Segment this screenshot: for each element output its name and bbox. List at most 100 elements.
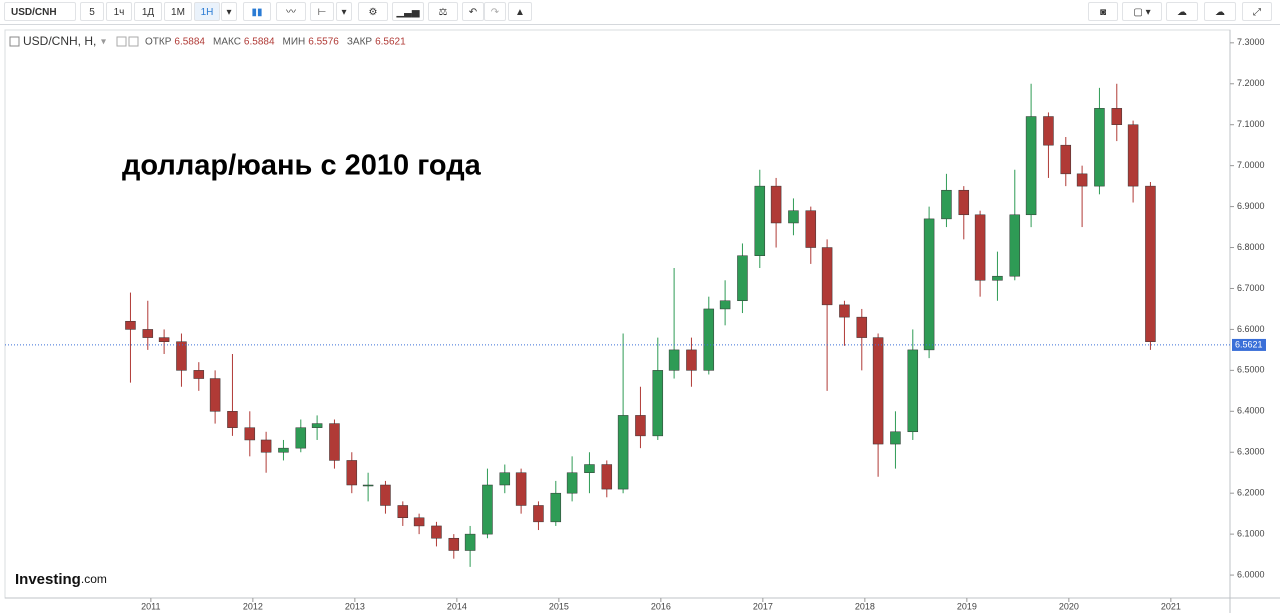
field-value: 6.5884 <box>174 37 205 48</box>
field-label: ЗАКР <box>347 37 373 48</box>
candle-body <box>397 505 409 519</box>
dropdown-button[interactable]: ▾ <box>221 2 237 21</box>
candle-body <box>1111 108 1123 125</box>
candle-body <box>1076 173 1088 187</box>
logo-suffix: .com <box>81 572 107 586</box>
candle-body <box>499 472 511 486</box>
interval-button[interactable]: 1Н <box>194 2 220 21</box>
candle-body <box>992 275 1003 281</box>
candle-body <box>1127 124 1139 187</box>
candle-body <box>464 533 476 551</box>
candle-body <box>244 427 256 441</box>
dropdown-button[interactable]: ▾ <box>336 2 352 21</box>
field-value: 6.5621 <box>375 37 406 48</box>
candle-body <box>754 185 766 256</box>
interval-button[interactable]: 1Д <box>134 2 162 21</box>
icon[interactable] <box>116 36 127 47</box>
save-button[interactable]: ☁ <box>1204 2 1236 21</box>
screenshot-button[interactable]: ◙ <box>1088 2 1118 21</box>
x-tick-label: 2013 <box>345 601 365 611</box>
candle-body <box>856 316 868 338</box>
icon[interactable] <box>128 36 139 47</box>
x-tick-label: 2018 <box>855 601 875 611</box>
candle-body <box>719 300 731 310</box>
studies-button[interactable]: ▁▃▅ <box>392 2 424 21</box>
candle-body <box>821 247 833 306</box>
y-tick-label: 7.1000 <box>1237 119 1265 129</box>
candle-body <box>907 349 919 433</box>
y-tick-label: 7.2000 <box>1237 78 1265 88</box>
y-tick-label: 6.1000 <box>1237 529 1265 539</box>
interval-button[interactable]: 1М <box>164 2 192 21</box>
candle-body <box>635 415 646 437</box>
undo-button[interactable]: ↶ <box>462 2 484 21</box>
candle-body <box>209 378 221 412</box>
candle-body <box>652 370 664 437</box>
candle-body <box>329 423 340 461</box>
annotation: доллар/юань с 2010 года <box>122 150 482 182</box>
candle-body <box>515 472 527 506</box>
interval-button[interactable]: 1ч <box>106 2 132 21</box>
y-tick-label: 6.4000 <box>1237 406 1265 416</box>
x-tick-label: 2016 <box>651 601 671 611</box>
series-menu[interactable]: ▾ <box>101 37 106 48</box>
candle-body <box>346 460 358 486</box>
fullscreen-button[interactable]: ⤢ <box>1242 2 1272 21</box>
candle-body <box>890 431 901 445</box>
candle-body <box>737 255 748 302</box>
chart-type-button[interactable]: ▮▮ <box>243 2 271 21</box>
color-button[interactable]: ▢ ▾ <box>1122 2 1162 21</box>
chart: USD/CNH, H, ▾ ОТКР 6.5884 МАКС 6.5884 МИН 6.5… <box>4 29 1280 613</box>
load-button[interactable]: ☁ <box>1166 2 1198 21</box>
x-tick-label: 2021 <box>1161 601 1181 611</box>
candle-body <box>550 492 562 523</box>
candle-body <box>413 517 425 527</box>
candle-body <box>839 304 850 318</box>
y-tick-label: 7.0000 <box>1237 160 1265 170</box>
candle-body <box>584 464 595 473</box>
alert-button[interactable]: ▲ <box>508 2 532 21</box>
indicator-button[interactable]: ⊢ <box>310 2 334 21</box>
candle-body <box>142 329 154 338</box>
candle-body <box>805 210 817 248</box>
candle-body <box>668 349 680 371</box>
candle-body <box>941 189 952 220</box>
candle-body <box>617 415 629 490</box>
candle-body <box>158 337 170 342</box>
field-label: МИН <box>283 37 306 48</box>
x-tick-label: 2019 <box>957 601 977 611</box>
candle-body <box>974 214 986 281</box>
compare-button[interactable]: ⚖ <box>428 2 458 21</box>
symbol-input[interactable]: USD/CNH <box>4 2 76 21</box>
x-tick-label: 2012 <box>243 601 263 611</box>
collapse-icon[interactable] <box>9 36 20 47</box>
redo-button[interactable]: ↷ <box>484 2 506 21</box>
settings-button[interactable]: ⚙ <box>358 2 388 21</box>
y-tick-label: 7.3000 <box>1237 37 1265 47</box>
interval-button[interactable]: 5 <box>80 2 104 21</box>
candle-body <box>431 525 442 539</box>
candle-body <box>923 218 935 351</box>
last-price-label: 6.5621 <box>1235 339 1263 349</box>
candle-body <box>601 464 613 490</box>
y-tick-label: 6.2000 <box>1237 488 1265 498</box>
candle-body <box>482 484 493 535</box>
y-tick-label: 6.9000 <box>1237 201 1265 211</box>
logo-name: Investing <box>15 571 81 588</box>
x-tick-label: 2011 <box>141 601 160 611</box>
candle-body <box>1009 214 1021 277</box>
candle-body <box>1145 185 1156 342</box>
candle-body <box>1094 108 1105 187</box>
candle-body <box>260 439 272 453</box>
candle-body <box>788 210 799 224</box>
candle-body <box>176 341 187 371</box>
candle-body <box>311 423 323 428</box>
field-value: 6.5576 <box>308 37 339 48</box>
candle-body <box>448 537 460 551</box>
field-value: 6.5884 <box>244 37 275 48</box>
x-tick-label: 2020 <box>1059 601 1079 611</box>
y-tick-label: 6.5000 <box>1237 365 1265 375</box>
candle-body <box>295 427 307 449</box>
chart-type-button[interactable]: 〰 <box>276 2 306 21</box>
